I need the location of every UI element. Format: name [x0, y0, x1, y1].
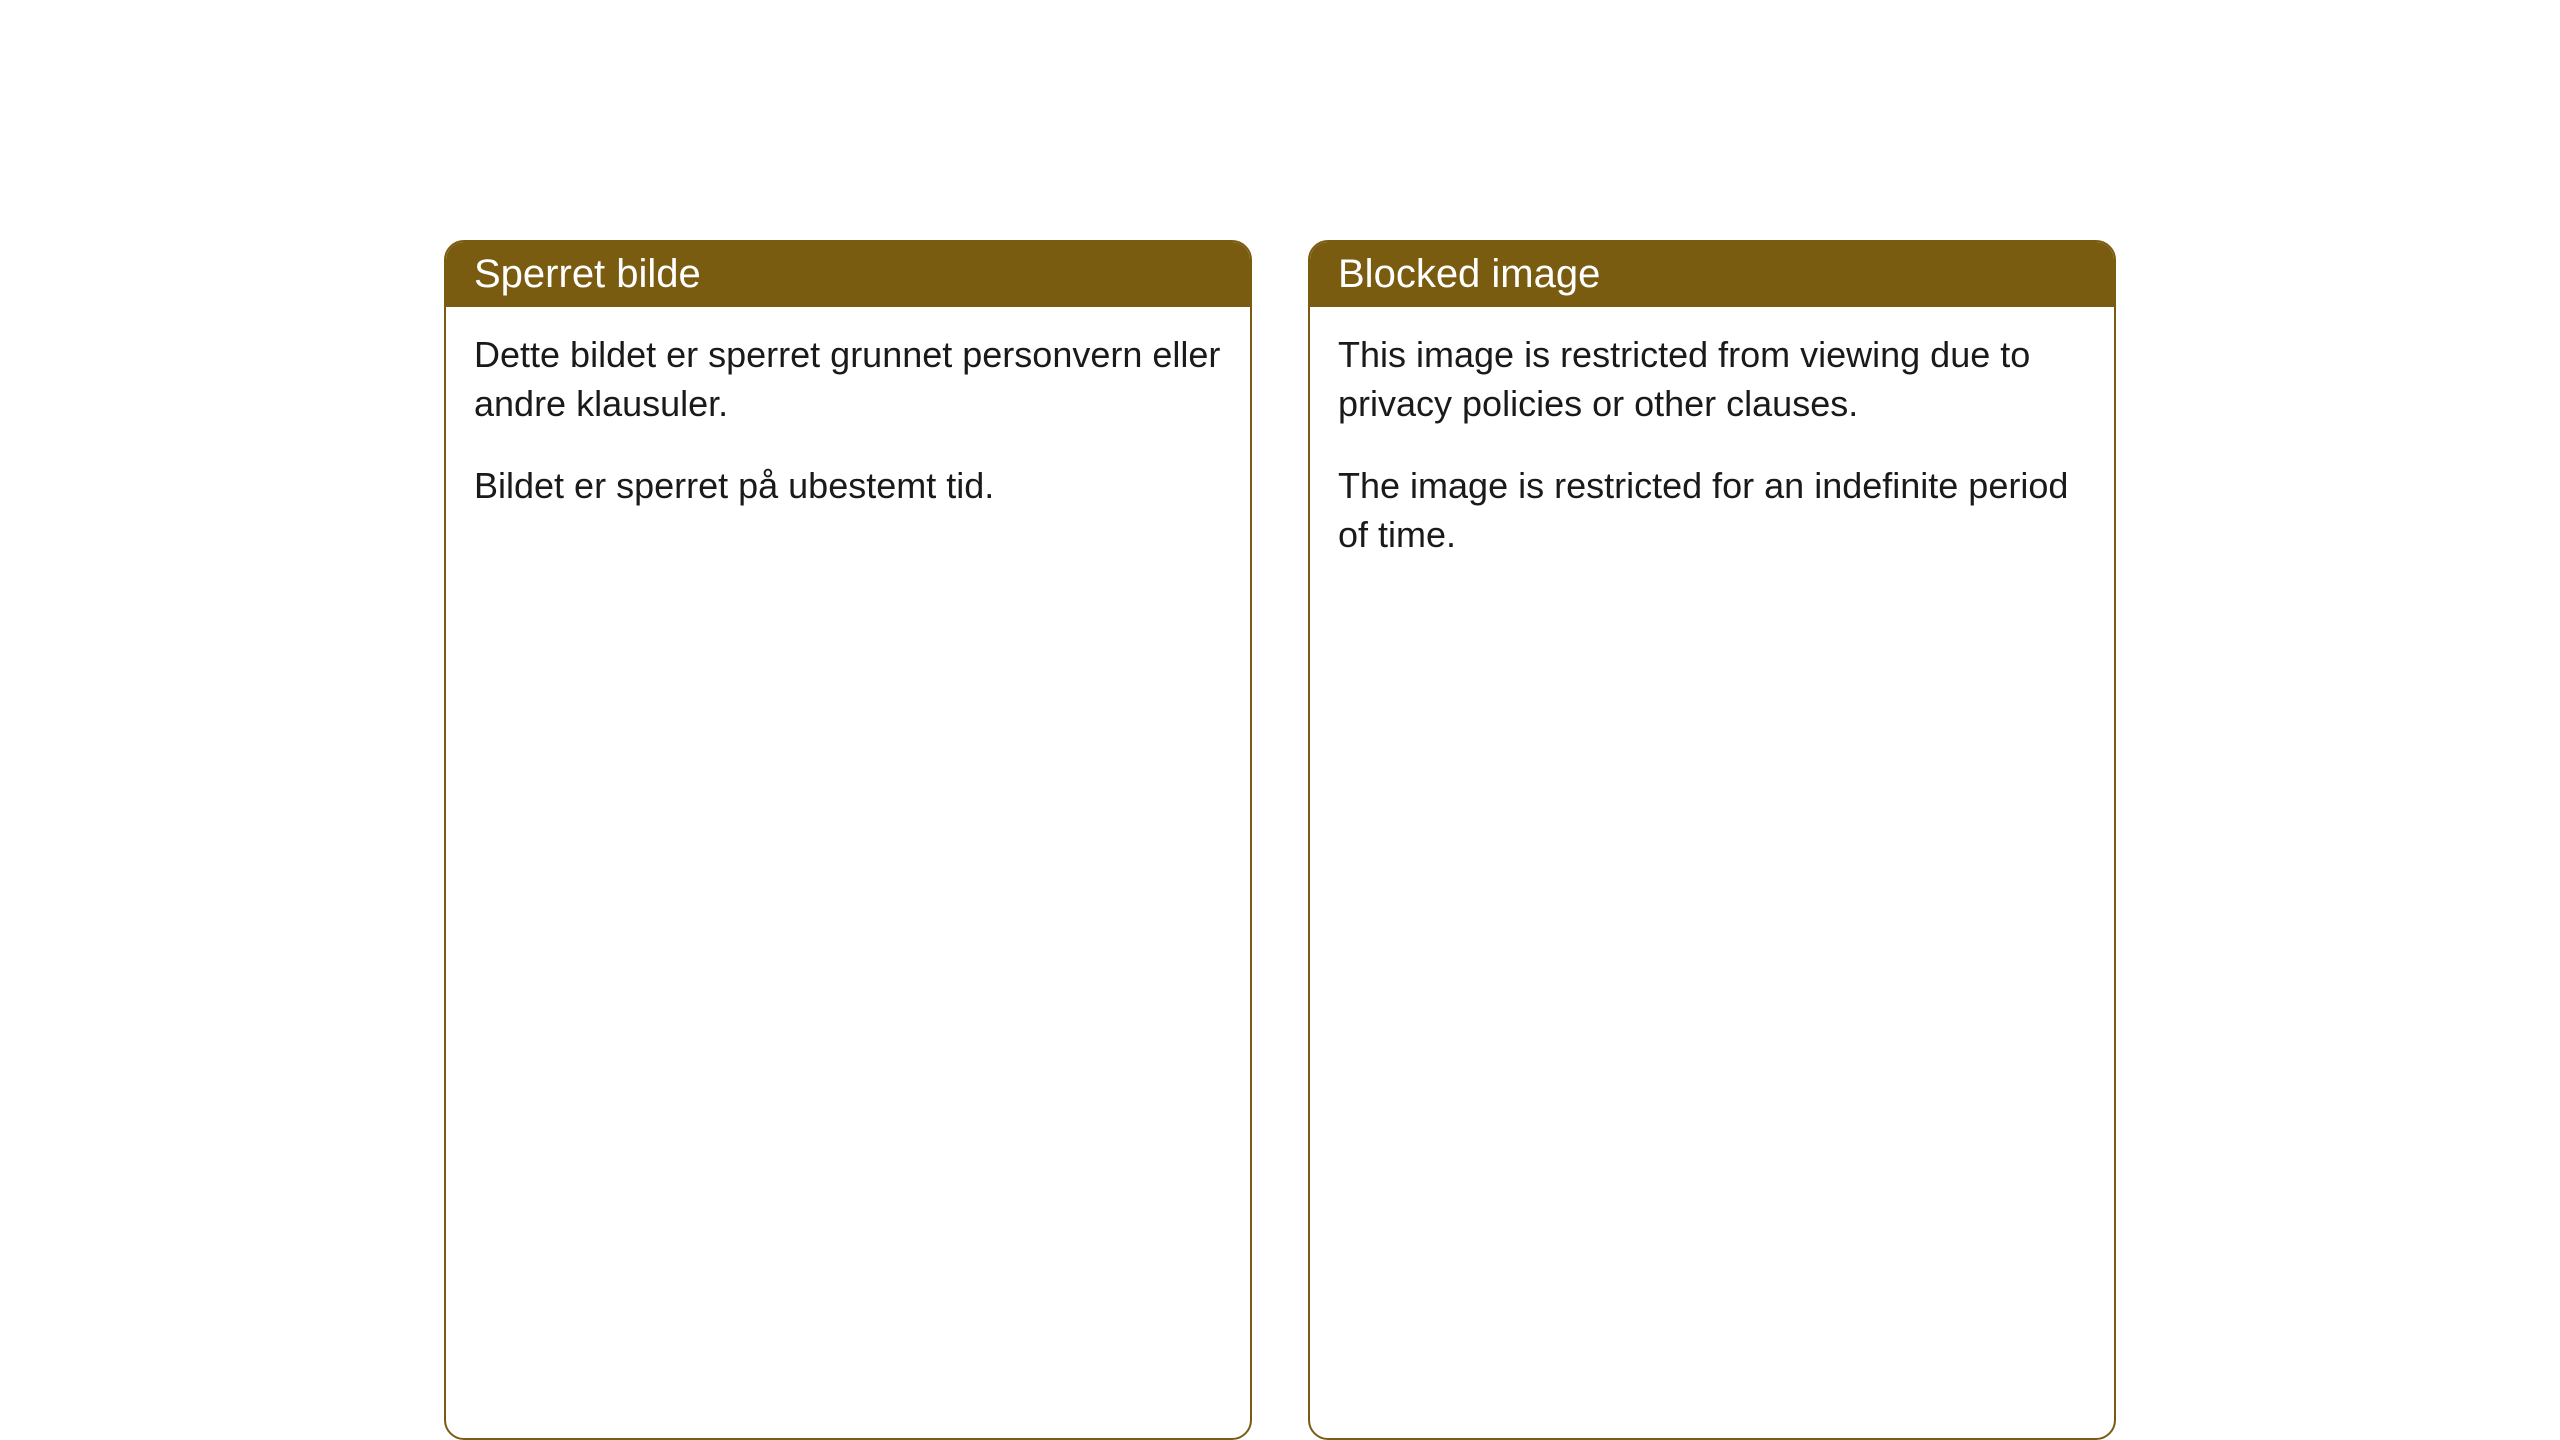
notice-paragraph: Dette bildet er sperret grunnet personve…: [474, 331, 1222, 428]
notice-paragraph: Bildet er sperret på ubestemt tid.: [474, 462, 1222, 511]
notice-body: Dette bildet er sperret grunnet personve…: [446, 307, 1250, 551]
notice-card-english: Blocked image This image is restricted f…: [1308, 240, 2116, 1440]
notice-title: Blocked image: [1338, 252, 1600, 296]
notice-paragraph: This image is restricted from viewing du…: [1338, 331, 2086, 428]
notice-paragraph: The image is restricted for an indefinit…: [1338, 462, 2086, 559]
notice-card-norwegian: Sperret bilde Dette bildet er sperret gr…: [444, 240, 1252, 1440]
notice-title: Sperret bilde: [474, 252, 701, 296]
notice-container: Sperret bilde Dette bildet er sperret gr…: [444, 240, 2116, 1440]
notice-body: This image is restricted from viewing du…: [1310, 307, 2114, 599]
notice-header: Blocked image: [1310, 242, 2114, 307]
notice-header: Sperret bilde: [446, 242, 1250, 307]
